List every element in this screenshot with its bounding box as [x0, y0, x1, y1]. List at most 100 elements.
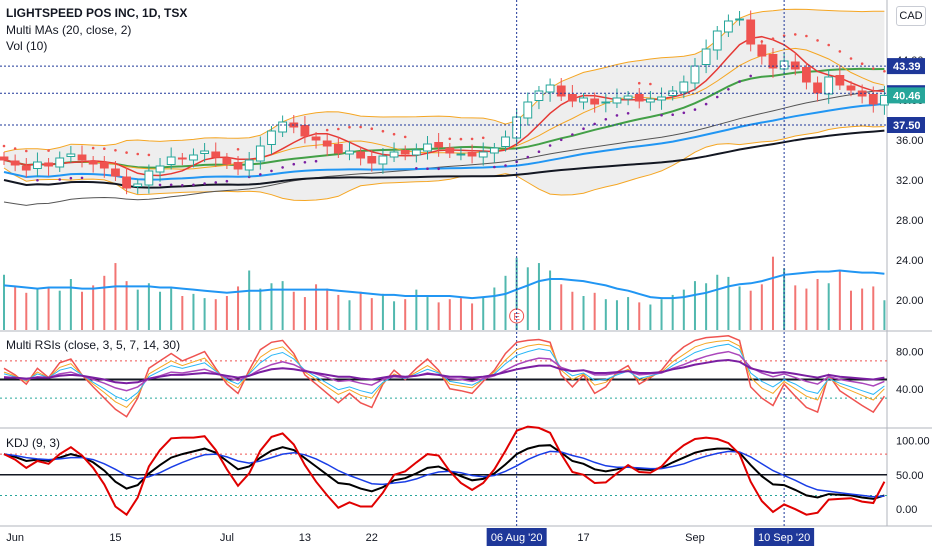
- bollinger-lower-line: [3, 125, 885, 202]
- sar-dot: [571, 133, 574, 136]
- sar-dot: [448, 137, 452, 141]
- candle-body: [10, 160, 20, 166]
- candle-body: [155, 165, 165, 173]
- sar-dot: [69, 176, 73, 180]
- time-tick-label: Jun: [6, 532, 24, 544]
- candle-body: [724, 20, 733, 33]
- sar-dot: [370, 127, 374, 130]
- volume-bar: [203, 298, 206, 330]
- sar-dot: [2, 144, 6, 148]
- candle-body: [300, 125, 310, 137]
- candle-body: [322, 140, 332, 147]
- sar-dot: [782, 34, 786, 37]
- candle-body: [66, 153, 76, 157]
- candle-body: [712, 30, 722, 51]
- sar-dot: [793, 33, 797, 36]
- sar-dot: [849, 57, 853, 60]
- volume-bar: [671, 294, 674, 330]
- time-tag-label: 10 Sep '20: [758, 532, 810, 544]
- volume-bar: [14, 286, 17, 330]
- volume-bar: [872, 286, 875, 330]
- candle-body: [735, 18, 744, 21]
- volume-bar: [794, 285, 797, 330]
- sar-dot: [426, 167, 429, 170]
- candle-body: [33, 161, 42, 169]
- time-tag-label: 06 Aug '20: [491, 532, 543, 544]
- sar-dot: [582, 127, 585, 130]
- sar-dot: [548, 144, 552, 147]
- candle-body: [501, 136, 510, 147]
- volume-bar: [838, 270, 841, 330]
- volume-bar: [459, 298, 462, 330]
- candle-body: [21, 165, 31, 171]
- rsi-line: [3, 343, 885, 402]
- rsi-legend[interactable]: Multi RSIs (close, 3, 5, 7, 14, 30): [6, 338, 181, 352]
- sar-dot: [883, 69, 886, 73]
- candle-body: [144, 170, 154, 186]
- volume-bar: [315, 284, 318, 330]
- sar-dot: [415, 167, 418, 170]
- candle-body: [489, 147, 499, 154]
- volume-bar: [426, 297, 429, 330]
- candle-body: [378, 155, 388, 165]
- volume-bar: [393, 301, 396, 330]
- volume-bar: [147, 283, 150, 330]
- time-tick-label: 13: [299, 532, 311, 544]
- candle-body: [267, 130, 276, 145]
- volume-bar: [827, 283, 830, 330]
- candle-body: [478, 151, 488, 158]
- price-tag-label: 37.50: [893, 120, 921, 132]
- candle-body: [445, 147, 455, 154]
- candle-body: [456, 153, 466, 156]
- volume-bar: [92, 285, 95, 330]
- volume-bar: [348, 300, 351, 330]
- price-tick-label: 36.00: [896, 135, 924, 147]
- volume-bar: [437, 302, 440, 330]
- volume-bar: [537, 263, 540, 330]
- sar-dot: [526, 155, 530, 159]
- candle-body: [0, 156, 9, 161]
- volume-bar: [738, 286, 741, 330]
- volume-bar: [693, 281, 696, 330]
- candle-body: [55, 157, 65, 168]
- sar-dot: [604, 118, 608, 121]
- sar-dot: [13, 147, 17, 150]
- candle-body: [645, 98, 655, 103]
- sar-dot: [459, 137, 463, 141]
- sar-dot: [303, 161, 307, 164]
- volume-bar: [58, 290, 61, 330]
- volume-bar: [337, 294, 340, 330]
- volume-bar: [404, 299, 407, 330]
- kdj-legend[interactable]: KDJ (9, 3): [6, 436, 61, 450]
- candle-body: [111, 168, 120, 177]
- time-tick-label: Jul: [220, 532, 234, 544]
- sar-dot: [169, 183, 173, 187]
- volume-bar: [192, 293, 195, 330]
- price-tag: [887, 117, 925, 133]
- candle-body: [579, 97, 588, 103]
- volume-bar: [303, 297, 306, 330]
- candle-body: [590, 98, 600, 105]
- sar-dot: [225, 179, 229, 183]
- volume-ma-line: [3, 269, 885, 300]
- volume-bar: [771, 256, 774, 330]
- volume-bar: [237, 286, 240, 330]
- rsi-line: [3, 350, 885, 392]
- sar-dot: [470, 137, 474, 141]
- sar-dot: [214, 181, 218, 184]
- candle-body: [612, 97, 622, 104]
- volume-bar: [370, 298, 373, 330]
- sar-dot: [827, 43, 831, 47]
- candle-body: [333, 144, 343, 154]
- volume-legend[interactable]: Vol (10): [6, 39, 48, 53]
- volume-bar: [69, 279, 72, 330]
- currency-badge[interactable]: CAD: [896, 6, 926, 26]
- candle-body: [701, 48, 711, 65]
- candle-body: [857, 90, 867, 97]
- candle-body: [846, 85, 856, 91]
- sar-dot: [493, 165, 496, 169]
- sar-dot: [727, 88, 730, 91]
- sar-dot: [593, 122, 596, 126]
- volume-bar: [604, 299, 607, 330]
- ma-legend[interactable]: Multi MAs (20, close, 2): [6, 23, 132, 37]
